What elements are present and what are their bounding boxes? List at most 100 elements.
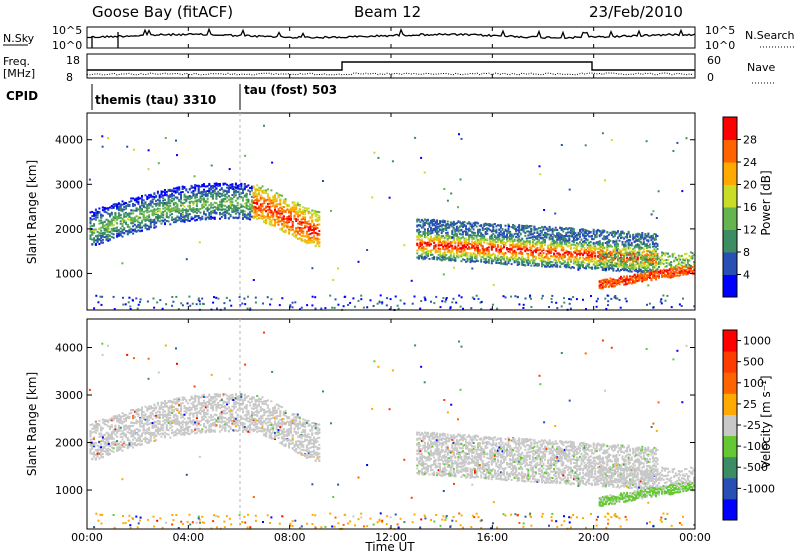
echo-cell [507,231,510,234]
echo-cell [466,233,469,236]
echo-cell [316,237,319,240]
echo-cell [188,201,191,204]
echo-cell [541,265,543,268]
echo-cell [655,233,657,236]
echo-cell [259,214,262,217]
echo-cell [233,192,236,195]
echo-cell [478,229,481,231]
echo-cell [144,227,147,230]
echo-cell [454,245,457,248]
echo-cell [174,187,177,190]
echo-cell [530,251,533,254]
echo-cell [562,235,565,238]
echo-cell [461,258,464,261]
echo-cell [471,231,474,234]
echo-cell [109,238,111,241]
echo-cell [490,248,493,251]
echo-cell [635,239,638,242]
echo-cell [495,250,498,252]
echo-cell [164,209,166,212]
echo-cell [595,231,598,234]
echo-cell [132,222,135,225]
echo-cell [541,231,543,234]
echo-cell [512,258,515,261]
echo-cell [274,218,276,221]
echo-cell [454,222,457,225]
echo-cell [626,236,629,239]
echo-cell [318,223,321,226]
echo-cell [503,243,505,246]
echo-cell [521,224,524,227]
echo-cell [560,227,563,229]
freq-label-2: [MHz] [3,67,35,80]
echo-cell [275,213,278,216]
echo-cell [291,228,294,231]
echo-cell [229,203,232,206]
echo-cell [655,262,657,265]
echo-cell [210,217,213,220]
echo-cell [439,253,442,256]
echo-cell [554,245,557,248]
echo-cell [481,235,484,238]
echo-cell [130,222,133,225]
echo-cell [417,224,420,227]
echo-cell [585,238,588,241]
echo-cell [486,248,489,251]
echo-cell [632,266,635,269]
echo-cell [434,222,437,225]
echo-cell [245,202,248,205]
echo-cell [242,192,244,194]
echo-cell [217,206,220,209]
echo-cell [448,255,451,258]
echo-cell [437,241,440,244]
echo-cell [627,230,630,233]
echo-cell [557,237,560,240]
echo-cell [629,270,632,273]
echo-cell [213,217,216,220]
echo-cell [490,254,493,257]
echo-cell [146,224,149,227]
echo-cell [236,186,239,189]
echo-cell [206,206,209,209]
echo-cell [187,216,190,219]
echo-cell [533,228,536,231]
echo-cell [591,238,594,241]
echo-cell [651,245,654,248]
echo-cell [291,208,294,211]
echo-cell [110,218,113,221]
echo-cell [236,190,239,193]
echo-cell [277,192,280,195]
echo-cell [568,239,571,241]
echo-cell [117,229,120,232]
echo-cell [524,227,527,230]
nsky-label: N.Sky [3,32,35,45]
echo-cell [158,215,161,218]
echo-cell [250,200,253,203]
echo-cell [575,250,578,253]
echo-cell [430,232,432,235]
echo-cell [454,247,457,250]
echo-cell [486,249,489,252]
echo-cell [222,214,225,217]
echo-cell [650,236,653,239]
echo-cell [234,186,237,189]
echo-cell [551,248,554,251]
echo-cell [604,235,607,238]
echo-cell [645,252,648,255]
echo-cell [135,225,138,228]
echo-cell [553,234,556,237]
echo-cell [425,221,428,224]
echo-cell [311,214,314,217]
echo-cell [455,225,458,228]
echo-cell [141,200,143,202]
echo-cell [563,265,566,268]
echo-cell [261,196,264,199]
echo-cell [208,182,211,185]
echo-cell [509,248,512,250]
echo-cell [243,206,246,209]
echo-cell [117,214,120,217]
echo-cell [624,235,627,238]
echo-cell [93,228,96,231]
echo-cell [638,246,641,249]
echo-cell [644,261,647,264]
